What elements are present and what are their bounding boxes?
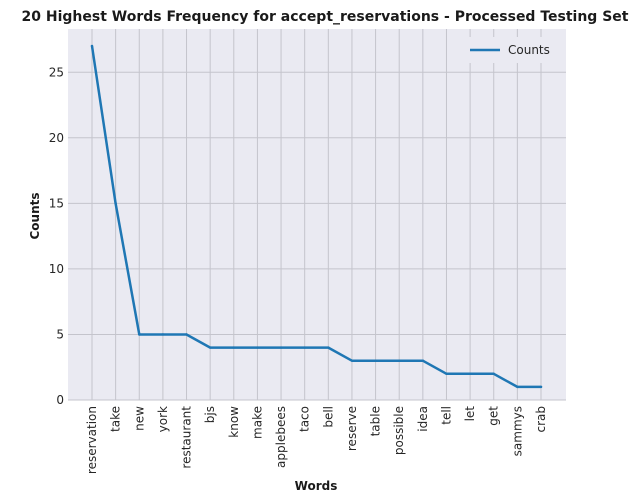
data-point xyxy=(492,372,495,375)
y-tick-label: 10 xyxy=(49,262,64,276)
x-tick-label: reserve xyxy=(345,406,359,451)
data-point xyxy=(398,359,401,362)
x-axis-label: Words xyxy=(295,479,338,493)
x-tick-label: get xyxy=(487,406,501,426)
data-point xyxy=(539,385,543,389)
x-tick-label: bjs xyxy=(203,406,217,423)
data-point xyxy=(279,346,283,349)
x-tick-label: crab xyxy=(534,406,548,433)
data-point xyxy=(468,372,472,375)
y-tick-label: 0 xyxy=(56,393,64,407)
x-tick-label: restaurant xyxy=(180,406,194,469)
data-point xyxy=(303,346,306,349)
y-axis-label: Counts xyxy=(28,192,42,239)
x-tick-label: taco xyxy=(298,406,312,432)
gridlines xyxy=(68,29,566,401)
data-point xyxy=(114,202,117,205)
x-tick-labels: reservation take new york restaurant bjs know m… xyxy=(85,406,548,474)
x-tick-label: know xyxy=(227,406,241,438)
data-point xyxy=(161,333,165,336)
x-tick-label: idea xyxy=(416,406,430,432)
data-point xyxy=(208,346,212,349)
y-tick-labels: 0 5 10 15 20 25 xyxy=(49,65,64,407)
y-tick-label: 25 xyxy=(49,65,64,79)
series-line-counts xyxy=(90,44,543,389)
data-point xyxy=(374,359,377,362)
y-tick-label: 20 xyxy=(49,131,64,145)
data-point xyxy=(327,346,330,349)
legend: Counts xyxy=(464,37,558,63)
data-point xyxy=(185,333,188,336)
x-tick-label: sammys xyxy=(510,406,524,456)
data-point xyxy=(256,346,259,349)
data-point xyxy=(516,385,519,389)
x-tick-label: take xyxy=(109,406,123,432)
x-tick-label: table xyxy=(369,406,383,436)
x-tick-label: let xyxy=(463,406,477,422)
data-point xyxy=(232,346,235,349)
chart-title: 20 Highest Words Frequency for accept_re… xyxy=(22,9,629,25)
plot-area xyxy=(68,29,566,400)
x-tick-label: possible xyxy=(392,406,406,455)
data-point xyxy=(421,359,425,362)
series-lines xyxy=(90,44,543,389)
x-tick-label: york xyxy=(156,406,170,432)
x-tick-label: bell xyxy=(321,406,335,428)
x-tick-label: new xyxy=(132,406,146,431)
data-point xyxy=(138,333,141,336)
y-tick-label: 15 xyxy=(49,196,64,210)
x-tick-label: reservation xyxy=(85,406,99,474)
x-tick-label: applebees xyxy=(274,406,288,468)
data-point xyxy=(90,44,94,48)
x-tick-label: make xyxy=(250,406,264,439)
legend-label-counts: Counts xyxy=(508,43,550,57)
x-tick-label: tell xyxy=(439,406,453,425)
y-tick-label: 5 xyxy=(56,327,64,341)
data-point xyxy=(350,359,354,362)
data-point xyxy=(445,372,448,375)
